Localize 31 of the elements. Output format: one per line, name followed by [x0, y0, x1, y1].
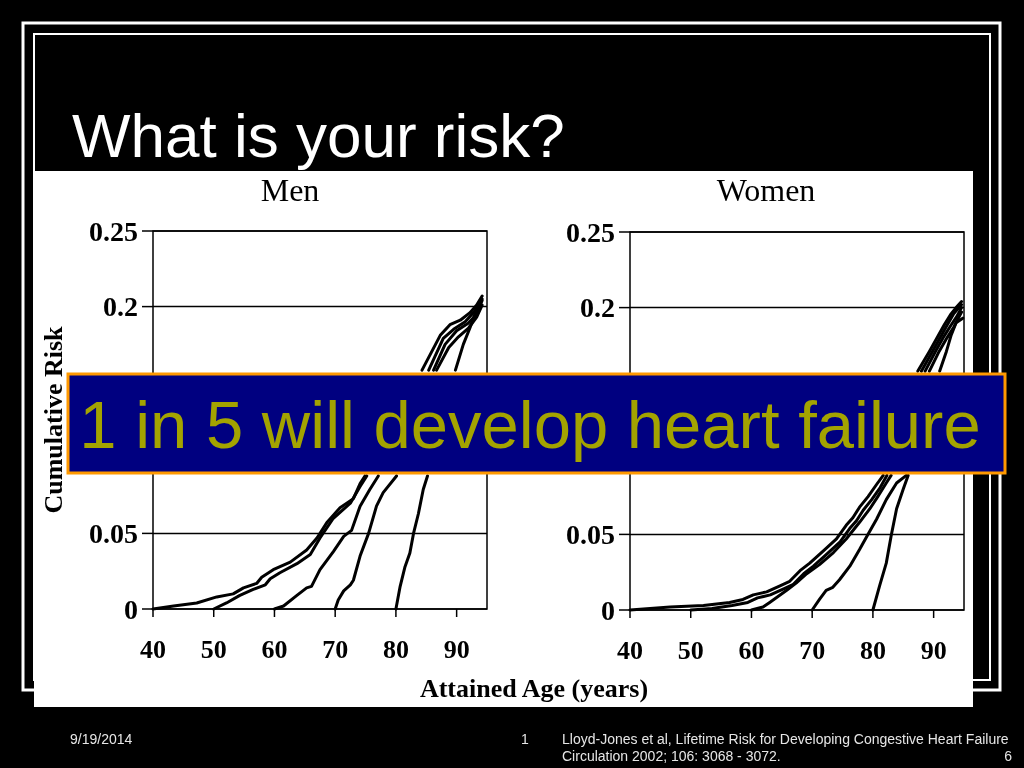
x-tick-label: 70: [799, 636, 826, 665]
y-tick-label: 0: [124, 593, 138, 625]
text: 6: [1004, 748, 1013, 764]
y-tick-label: 0.25: [566, 216, 615, 248]
y-tick-label: 0: [601, 594, 615, 626]
chart-title: Women: [716, 172, 816, 208]
y-tick-label: 0.05: [89, 518, 138, 550]
x-tick-label: 60: [261, 635, 288, 664]
text: Lloyd-Jones et al, Lifetime Risk for Developing Congestive Heart Failure: [562, 731, 1009, 747]
x-axis-title: Attained Age (years): [419, 674, 649, 703]
x-tick-label: 90: [443, 635, 470, 664]
x-tick-label: 60: [738, 636, 765, 665]
annotation: 1 in 5 will develop heart failure: [79, 387, 981, 462]
x-tick-label: 50: [200, 635, 227, 664]
y-tick-label: 0.2: [580, 292, 615, 324]
y-axis-title: Cumulative Risk: [39, 325, 68, 514]
x-tick-label: 80: [859, 636, 886, 665]
text: Circulation 2002; 106: 3068 - 3072.: [562, 748, 781, 764]
y-tick-label: 0.25: [89, 215, 138, 247]
x-tick-label: 70: [322, 635, 349, 664]
x-tick-label: 40: [617, 636, 643, 665]
y-tick-label: 0.2: [103, 291, 138, 323]
x-tick-label: 50: [677, 636, 704, 665]
chart-title: Men: [260, 172, 320, 208]
text: 1: [521, 731, 529, 747]
y-tick-label: 0.05: [566, 519, 615, 551]
x-tick-label: 80: [382, 635, 409, 664]
x-tick-label: 40: [140, 635, 166, 664]
text: 9/19/2014: [70, 731, 133, 747]
text: What is your risk?: [72, 101, 565, 170]
x-tick-label: 90: [920, 636, 947, 665]
